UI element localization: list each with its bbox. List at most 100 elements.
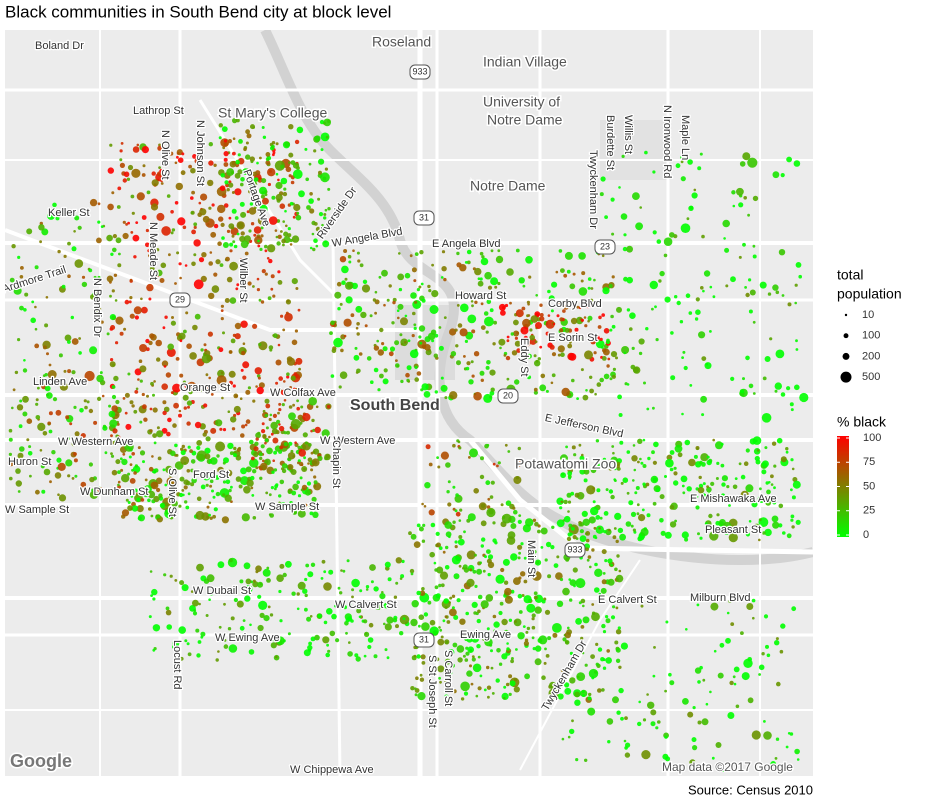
- block-dot: [136, 192, 145, 201]
- block-dot: [710, 481, 715, 486]
- block-dot: [581, 510, 588, 517]
- block-dot: [286, 372, 290, 377]
- block-dot: [138, 514, 145, 522]
- block-dot: [206, 505, 210, 509]
- block-dot: [137, 378, 140, 381]
- block-dot: [410, 533, 417, 540]
- block-dot: [174, 201, 179, 205]
- block-dot: [540, 546, 544, 549]
- block-dot: [752, 392, 756, 395]
- block-dot: [752, 244, 756, 248]
- block-dot: [150, 481, 159, 490]
- block-dot: [20, 266, 24, 270]
- block-dot: [552, 322, 556, 326]
- block-dot: [539, 384, 547, 392]
- block-dot: [443, 598, 450, 604]
- block-dot: [343, 334, 347, 338]
- block-dot: [186, 469, 191, 473]
- block-dot: [281, 463, 288, 469]
- block-dot: [356, 608, 362, 614]
- block-dot: [26, 438, 30, 442]
- block-dot: [71, 338, 79, 345]
- block-dot: [377, 349, 384, 356]
- block-dot: [96, 237, 102, 244]
- block-dot: [262, 434, 267, 439]
- block-dot: [581, 271, 586, 276]
- block-dot: [571, 445, 576, 450]
- block-dot: [149, 333, 155, 339]
- block-dot: [575, 578, 586, 589]
- block-dot: [275, 359, 282, 366]
- block-dot: [183, 479, 189, 486]
- block-dot: [281, 238, 286, 244]
- block-dot: [289, 386, 292, 389]
- block-dot: [637, 721, 642, 727]
- block-dot: [700, 286, 704, 290]
- block-dot: [67, 274, 71, 279]
- block-dot: [217, 241, 222, 246]
- block-dot: [448, 601, 452, 604]
- block-dot: [272, 294, 276, 298]
- block-dot: [775, 737, 780, 741]
- block-dot: [640, 528, 649, 536]
- block-dot: [381, 591, 384, 594]
- block-dot: [288, 412, 296, 421]
- block-dot: [602, 457, 607, 462]
- block-dot: [582, 394, 589, 401]
- block-dot: [272, 333, 278, 339]
- block-dot: [136, 143, 140, 147]
- block-dot: [15, 480, 22, 487]
- block-dot: [296, 592, 300, 596]
- route-shield: [413, 632, 435, 648]
- block-dot: [389, 346, 396, 352]
- block-dot: [118, 252, 121, 256]
- block-dot: [523, 640, 530, 647]
- block-dot: [587, 707, 596, 716]
- block-dot: [669, 521, 677, 528]
- block-dot: [17, 490, 21, 493]
- block-dot: [311, 232, 315, 236]
- block-dot: [769, 337, 773, 341]
- block-dot: [688, 311, 693, 315]
- block-dot: [222, 480, 227, 484]
- block-dot: [500, 503, 504, 507]
- block-dot: [278, 402, 282, 406]
- block-dot: [429, 551, 436, 558]
- block-dot: [139, 344, 148, 352]
- block-dot: [308, 198, 314, 204]
- block-dot: [409, 349, 419, 359]
- map-background: [5, 30, 813, 776]
- block-dot: [584, 350, 593, 360]
- block-dot: [423, 391, 431, 398]
- block-dot: [122, 452, 126, 456]
- block-dot: [543, 661, 547, 665]
- block-dot: [454, 494, 463, 503]
- block-dot: [706, 459, 712, 466]
- block-dot: [57, 493, 60, 497]
- block-dot: [356, 322, 360, 326]
- block-dot: [227, 139, 232, 144]
- block-dot: [525, 255, 533, 264]
- block-dot: [614, 640, 619, 645]
- block-dot: [259, 186, 267, 195]
- block-dot: [438, 326, 442, 329]
- block-dot: [410, 292, 417, 299]
- block-dot: [158, 143, 162, 147]
- block-dot: [285, 166, 292, 173]
- block-dot: [675, 163, 681, 169]
- block-dot: [291, 278, 298, 285]
- block-dot: [287, 464, 294, 471]
- block-dot: [589, 298, 594, 303]
- block-dot: [695, 309, 701, 316]
- block-dot: [330, 374, 335, 378]
- block-dot: [743, 461, 749, 467]
- block-dot: [322, 240, 330, 248]
- block-dot: [480, 378, 484, 382]
- block-dot: [560, 669, 564, 672]
- block-dot: [384, 561, 391, 568]
- route-shield: [594, 239, 616, 255]
- block-dot: [633, 468, 637, 472]
- block-dot: [347, 616, 353, 622]
- block-dot: [43, 468, 51, 476]
- block-dot: [314, 135, 321, 142]
